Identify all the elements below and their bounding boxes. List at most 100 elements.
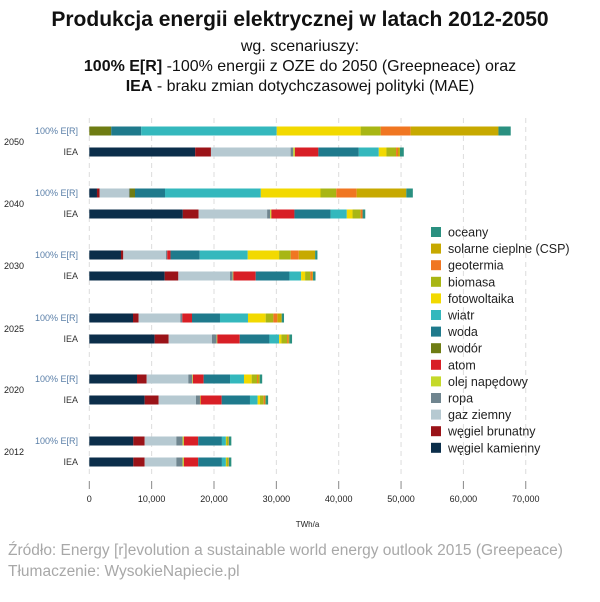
bar-segment-solarne-cieplne-(CSP) [298, 250, 316, 260]
bar-segment-solarne-cieplne-(CSP) [258, 374, 260, 384]
legend-label: wiatr [447, 309, 474, 323]
bar-segment-oceany [265, 395, 269, 405]
translation-note: Tłumaczenie: WysokieNapiecie.pl [8, 563, 240, 580]
year-label: 2030 [4, 261, 24, 271]
bar-segment-gaz-ziemny [158, 395, 196, 405]
bar-segment-fotowoltaika [225, 457, 227, 467]
bar-segment-biomasa [226, 436, 229, 446]
bar-segment-gaz-ziemny [144, 457, 177, 467]
bar-segment-ropa [230, 271, 233, 281]
bar-segment-wiatr [330, 209, 347, 219]
bar-segment-woda [170, 250, 200, 260]
legend-swatch [431, 442, 441, 453]
legend-label: geotermia [448, 259, 504, 273]
x-tick-label: 60,000 [450, 494, 478, 504]
bar-segment-oceany [228, 436, 232, 446]
bar-segment-wiatr [230, 374, 244, 384]
bar-segment-wiatr [249, 395, 258, 405]
bar-segment-ropa [128, 188, 130, 198]
scenario-label: IEA [63, 147, 78, 157]
bar-segment-biomasa [360, 126, 381, 136]
bar-segment-biomasa [386, 147, 397, 157]
bar-segment-geotermia [310, 271, 313, 281]
legend-swatch [431, 227, 441, 237]
bar-segment-wodór [89, 126, 112, 136]
bar-segment-węgiel-brunatny [164, 271, 179, 281]
bar-segment-fotowoltaika [346, 209, 353, 219]
bar-segment-biomasa [352, 209, 361, 219]
bar-segment-oceany [498, 126, 511, 136]
bar-segment-węgiel-kamienny [89, 395, 145, 405]
x-tick-label: 50,000 [387, 494, 415, 504]
bar-segment-atom [233, 271, 256, 281]
bar-segment-fotowoltaika [276, 126, 361, 136]
bar-segment-oceany [228, 457, 232, 467]
bar-segment-węgiel-brunatny [154, 334, 169, 344]
bar-segment-wiatr [219, 313, 248, 323]
x-tick-label: 30,000 [263, 494, 291, 504]
scenario-er-name: 100% E[R] [83, 58, 163, 75]
bar-segment-olej-napędowy [182, 436, 184, 446]
bar-segment-fotowoltaika [243, 374, 252, 384]
bar-segment-węgiel-kamienny [89, 334, 155, 344]
bar-segment-węgiel-brunatny [182, 209, 199, 219]
bar-segment-węgiel-kamienny [89, 209, 183, 219]
bar-segment-wiatr [289, 271, 302, 281]
legend-label: atom [448, 358, 476, 372]
legend-swatch [431, 326, 441, 337]
bar-segment-solarne-cieplne-(CSP) [288, 334, 290, 344]
scenario-label: IEA [63, 209, 78, 219]
bar-segment-biomasa [251, 374, 258, 384]
bar-segment-węgiel-brunatny [195, 147, 211, 157]
bar-segment-geotermia [380, 126, 411, 136]
bar-segment-woda [111, 126, 142, 136]
legend-label: ropa [448, 392, 473, 406]
bar-segment-atom [183, 457, 199, 467]
bar-segment-gaz-ziemny [168, 334, 213, 344]
bar-segment-ropa [176, 436, 183, 446]
bar-segment-geotermia [290, 250, 299, 260]
bar-segment-solarne-cieplne-(CSP) [312, 271, 314, 281]
bar-segment-oceany [406, 188, 413, 198]
bar-segment-atom [294, 147, 319, 157]
scenario-iea-name: IEA [125, 78, 153, 95]
bar-segment-węgiel-kamienny [89, 457, 134, 467]
bar-segment-woda [294, 209, 331, 219]
bar-segment-atom [167, 250, 171, 260]
bar-segment-woda [191, 313, 220, 323]
bar-segment-wiatr [358, 147, 379, 157]
bar-segment-wiatr [221, 436, 226, 446]
bar-segment-fotowoltaika [247, 250, 280, 260]
bar-segment-woda [255, 271, 290, 281]
bar-segment-geotermia [273, 313, 278, 323]
bar-segment-węgiel-brunatny [96, 188, 100, 198]
bar-segment-oceany [289, 334, 293, 344]
bar-segment-atom [217, 334, 240, 344]
bar-segment-ropa [176, 457, 183, 467]
bar-segment-olej-napędowy [270, 209, 272, 219]
legend-label: fotowoltaika [448, 292, 514, 306]
bar-segment-węgiel-kamienny [89, 147, 196, 157]
subtitle-line-2: 100% E[R] -100% energii z OZE do 2050 (G… [0, 58, 600, 76]
x-tick-label: 40,000 [325, 494, 353, 504]
legend-label: oceany [448, 226, 489, 240]
bar-segment-węgiel-kamienny [89, 313, 134, 323]
legend-label: woda [447, 325, 478, 339]
year-label: 2050 [4, 137, 24, 147]
bar-segment-geotermia [263, 395, 266, 405]
bar-segment-biomasa [281, 334, 288, 344]
legend-swatch [431, 243, 441, 254]
scenario-label: 100% E[R] [35, 188, 78, 198]
legend-swatch [431, 343, 441, 354]
scenario-label: IEA [63, 271, 78, 281]
legend-swatch [431, 276, 441, 287]
bar-segment-gaz-ziemny [198, 209, 268, 219]
legend-label: solarne cieplne (CSP) [448, 242, 570, 256]
bar-segment-olej-napędowy [199, 395, 201, 405]
bar-segment-gaz-ziemny [178, 271, 231, 281]
scenario-iea-desc: - braku zmian dotychczasowej polityki (M… [152, 78, 475, 95]
bar-segment-oceany [259, 374, 263, 384]
bar-segment-woda [318, 147, 359, 157]
bar-segment-solarne-cieplne-(CSP) [277, 313, 282, 323]
scenario-label: 100% E[R] [35, 250, 78, 260]
